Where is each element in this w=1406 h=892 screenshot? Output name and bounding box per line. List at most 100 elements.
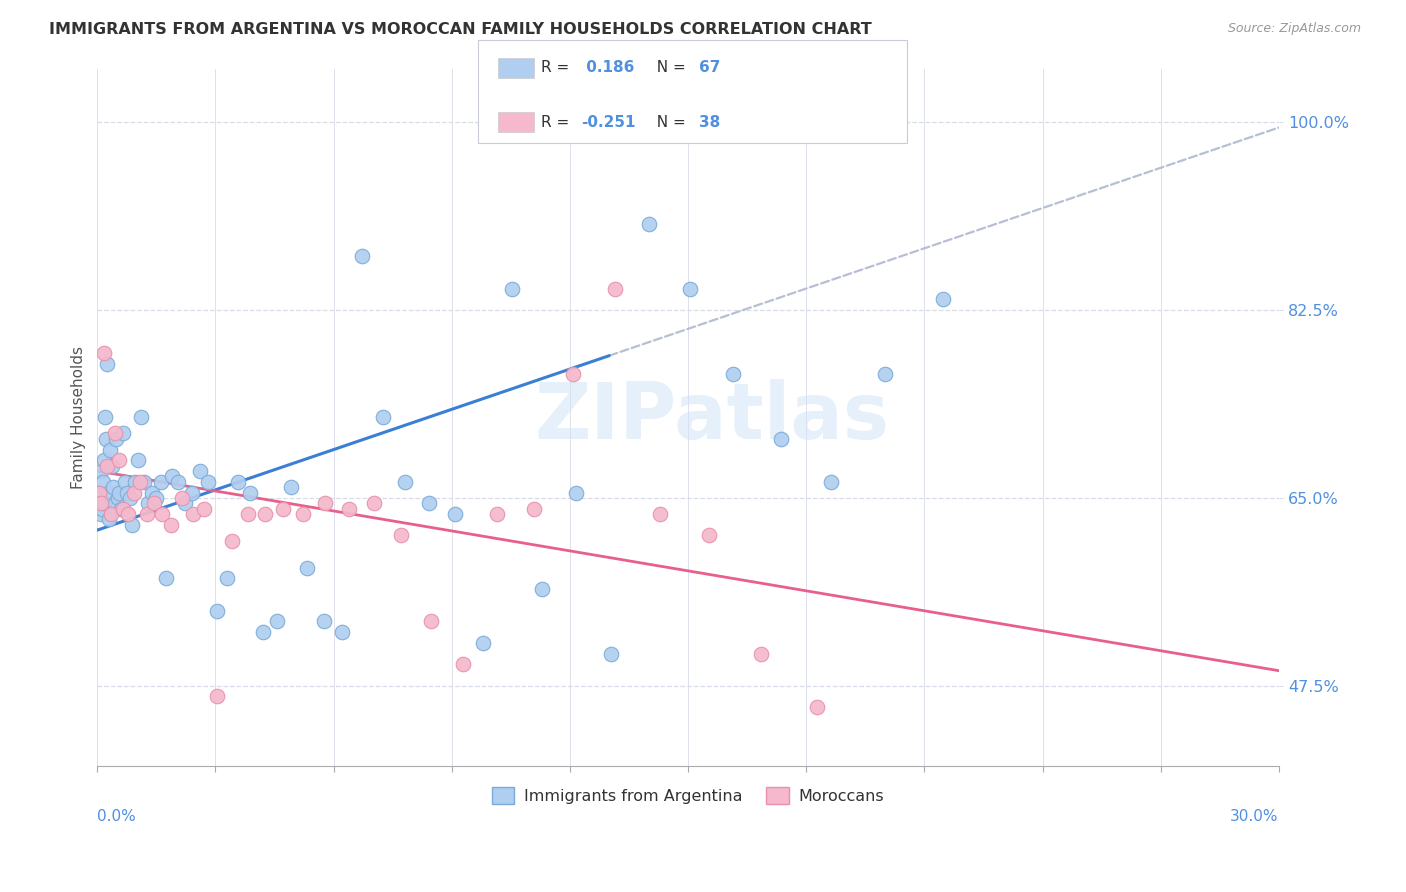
Point <box>129 410 152 425</box>
Point <box>89 485 111 500</box>
Point <box>330 625 353 640</box>
Point <box>105 432 128 446</box>
Point <box>93 453 115 467</box>
Point <box>312 615 335 629</box>
Text: IMMIGRANTS FROM ARGENTINA VS MOROCCAN FAMILY HOUSEHOLDS CORRELATION CHART: IMMIGRANTS FROM ARGENTINA VS MOROCCAN FA… <box>49 22 872 37</box>
Point <box>100 507 122 521</box>
Point <box>531 582 554 596</box>
Point <box>155 571 177 585</box>
Text: 38: 38 <box>699 115 720 129</box>
Point <box>122 485 145 500</box>
Point <box>252 625 274 640</box>
Point <box>749 647 772 661</box>
Point <box>135 507 157 521</box>
Point <box>873 368 896 382</box>
Point <box>523 501 546 516</box>
Text: 0.186: 0.186 <box>581 61 634 75</box>
Point <box>253 507 276 521</box>
Point <box>181 507 204 521</box>
Point <box>170 491 193 505</box>
Text: 0.0%: 0.0% <box>97 809 136 824</box>
Point <box>90 507 112 521</box>
Point <box>271 501 294 516</box>
Point <box>193 501 215 516</box>
Point <box>221 533 243 548</box>
Point <box>145 491 167 505</box>
Point <box>501 281 523 295</box>
Point <box>114 475 136 489</box>
Point <box>173 496 195 510</box>
Text: 67: 67 <box>699 61 720 75</box>
Point <box>89 485 111 500</box>
Point <box>697 528 720 542</box>
Point <box>160 517 183 532</box>
Point <box>679 281 702 295</box>
Point <box>91 501 114 516</box>
Point <box>127 453 149 467</box>
Point <box>337 501 360 516</box>
Y-axis label: Family Households: Family Households <box>72 346 86 489</box>
Text: 30.0%: 30.0% <box>1230 809 1279 824</box>
Point <box>451 657 474 672</box>
Point <box>110 501 132 516</box>
Text: Source: ZipAtlas.com: Source: ZipAtlas.com <box>1227 22 1361 36</box>
Point <box>150 507 173 521</box>
Point <box>107 491 129 505</box>
Point <box>93 346 115 360</box>
Point <box>638 217 661 231</box>
Point <box>128 475 150 489</box>
Point <box>314 496 336 510</box>
Point <box>723 368 745 382</box>
Text: R =: R = <box>541 61 575 75</box>
Point <box>97 485 120 500</box>
Text: -0.251: -0.251 <box>581 115 636 129</box>
Text: ZIPatlas: ZIPatlas <box>534 379 889 456</box>
Point <box>217 571 239 585</box>
Point <box>167 475 190 489</box>
Point <box>96 458 118 473</box>
Point <box>111 426 134 441</box>
Point <box>100 458 122 473</box>
Point <box>565 485 588 500</box>
Point <box>600 647 623 661</box>
Point <box>108 453 131 467</box>
Point <box>96 357 118 371</box>
Point <box>820 475 842 489</box>
Point <box>117 507 139 521</box>
Point <box>121 517 143 532</box>
Point <box>207 603 229 617</box>
Point <box>101 480 124 494</box>
Point <box>806 700 828 714</box>
Point <box>143 496 166 510</box>
Point <box>115 485 138 500</box>
Point <box>188 464 211 478</box>
Text: R =: R = <box>541 115 575 129</box>
Point <box>104 426 127 441</box>
Point <box>141 485 163 500</box>
Point <box>239 485 262 500</box>
Legend: Immigrants from Argentina, Moroccans: Immigrants from Argentina, Moroccans <box>485 780 890 811</box>
Point <box>291 507 314 521</box>
Point <box>160 469 183 483</box>
Point <box>98 512 121 526</box>
Point <box>486 507 509 521</box>
Point <box>371 410 394 425</box>
Point <box>98 442 121 457</box>
Point <box>207 690 229 704</box>
Point <box>150 475 173 489</box>
Point <box>108 485 131 500</box>
Point <box>197 475 219 489</box>
Point <box>363 496 385 510</box>
Point <box>91 475 114 489</box>
Point <box>562 368 585 382</box>
Text: N =: N = <box>647 115 690 129</box>
Point <box>295 560 318 574</box>
Point <box>418 496 440 510</box>
Point <box>180 485 202 500</box>
Point <box>769 432 792 446</box>
Text: N =: N = <box>647 61 690 75</box>
Point <box>132 475 155 489</box>
Point <box>394 475 416 489</box>
Point <box>236 507 259 521</box>
Point <box>90 496 112 510</box>
